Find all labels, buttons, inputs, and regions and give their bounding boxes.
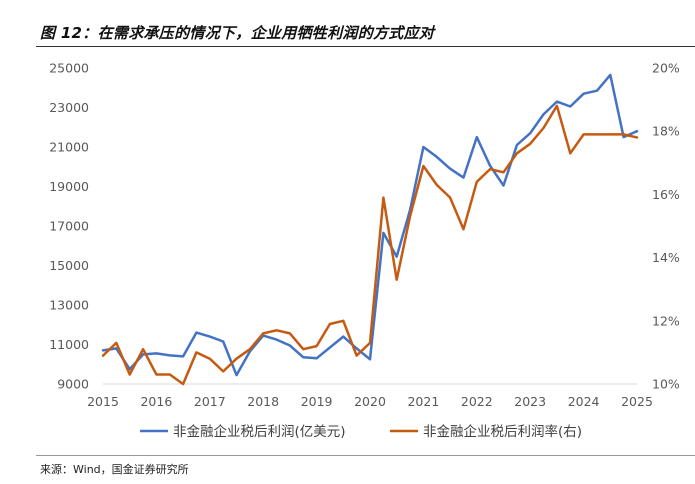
- y-left-tick-label: 17000: [49, 219, 89, 234]
- series-line-margin: [101, 104, 639, 386]
- x-tick-label: 2024: [568, 394, 600, 409]
- y-left-tick-label: 23000: [49, 100, 89, 115]
- source-divider: [36, 455, 695, 456]
- legend-label-series1: 非金融企业税后利润(亿美元): [173, 423, 346, 440]
- y-right-tick-label: 14%: [652, 250, 680, 265]
- y-right-tick-label: 20%: [652, 61, 680, 76]
- y-left-tick-label: 15000: [49, 258, 89, 273]
- x-tick-label: 2021: [407, 394, 439, 409]
- y-left-tick-label: 21000: [49, 140, 89, 155]
- y-right-tick-label: 10%: [652, 377, 680, 392]
- x-tick-label: 2017: [194, 394, 226, 409]
- chart-title: 图 12：在需求承压的情况下，企业用牺牲利润的方式应对: [40, 24, 435, 42]
- x-tick-label: 2022: [461, 394, 493, 409]
- y-right-tick-label: 18%: [652, 124, 680, 139]
- y-left-tick-label: 13000: [49, 298, 89, 313]
- y-left-tick-label: 19000: [49, 179, 89, 194]
- x-tick-label: 2020: [354, 394, 386, 409]
- x-tick-label: 2019: [301, 394, 333, 409]
- x-tick-label: 2015: [87, 394, 119, 409]
- y-left-tick-label: 9000: [57, 377, 89, 392]
- y-right-tick-label: 12%: [652, 313, 680, 328]
- series-line-profit: [101, 73, 639, 377]
- x-tick-label: 2018: [247, 394, 279, 409]
- line-chart: 9000 11000 13000 15000 17000 19000 21000 23000 2…: [49, 61, 680, 441]
- x-tick-label: 2023: [514, 394, 546, 409]
- title-divider: [36, 46, 695, 47]
- x-tick-label: 2025: [621, 394, 653, 409]
- y-left-tick-label: 11000: [49, 337, 89, 352]
- x-tick-label: 2016: [140, 394, 172, 409]
- y-left-tick-label: 25000: [49, 61, 89, 76]
- y-right-tick-label: 16%: [652, 187, 680, 202]
- legend-label-series2: 非金融企业税后利润率(右): [423, 423, 582, 440]
- source-note: 来源：Wind，国金证券研究所: [40, 463, 189, 476]
